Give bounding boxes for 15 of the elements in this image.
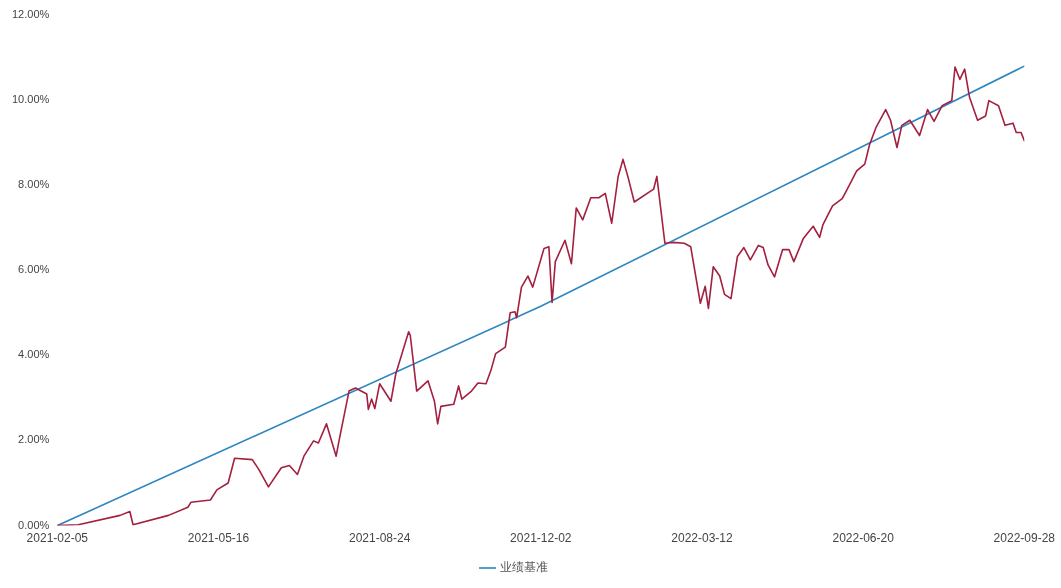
y-tick-label: 4.00% [18, 348, 50, 361]
x-tick-label: 2022-06-20 [832, 531, 895, 546]
x-tick-label: 2021-12-02 [510, 531, 572, 546]
y-tick-label: 6.00% [18, 263, 50, 276]
x-tick-label: 2021-02-05 [26, 531, 89, 546]
x-tick-label: 2021-05-16 [187, 531, 250, 546]
legend-label: 业绩基准 [499, 560, 548, 575]
y-tick-label: 2.00% [18, 433, 50, 446]
x-tick-label: 2022-09-28 [993, 531, 1056, 546]
y-tick-label: 10.00% [12, 92, 50, 105]
y-tick-label: 8.00% [18, 177, 50, 190]
y-tick-label: 0.00% [18, 518, 50, 531]
x-tick-label: 2021-08-24 [348, 531, 411, 546]
x-tick-label: 2022-03-12 [671, 531, 733, 546]
y-tick-label: 12.00% [12, 7, 50, 20]
